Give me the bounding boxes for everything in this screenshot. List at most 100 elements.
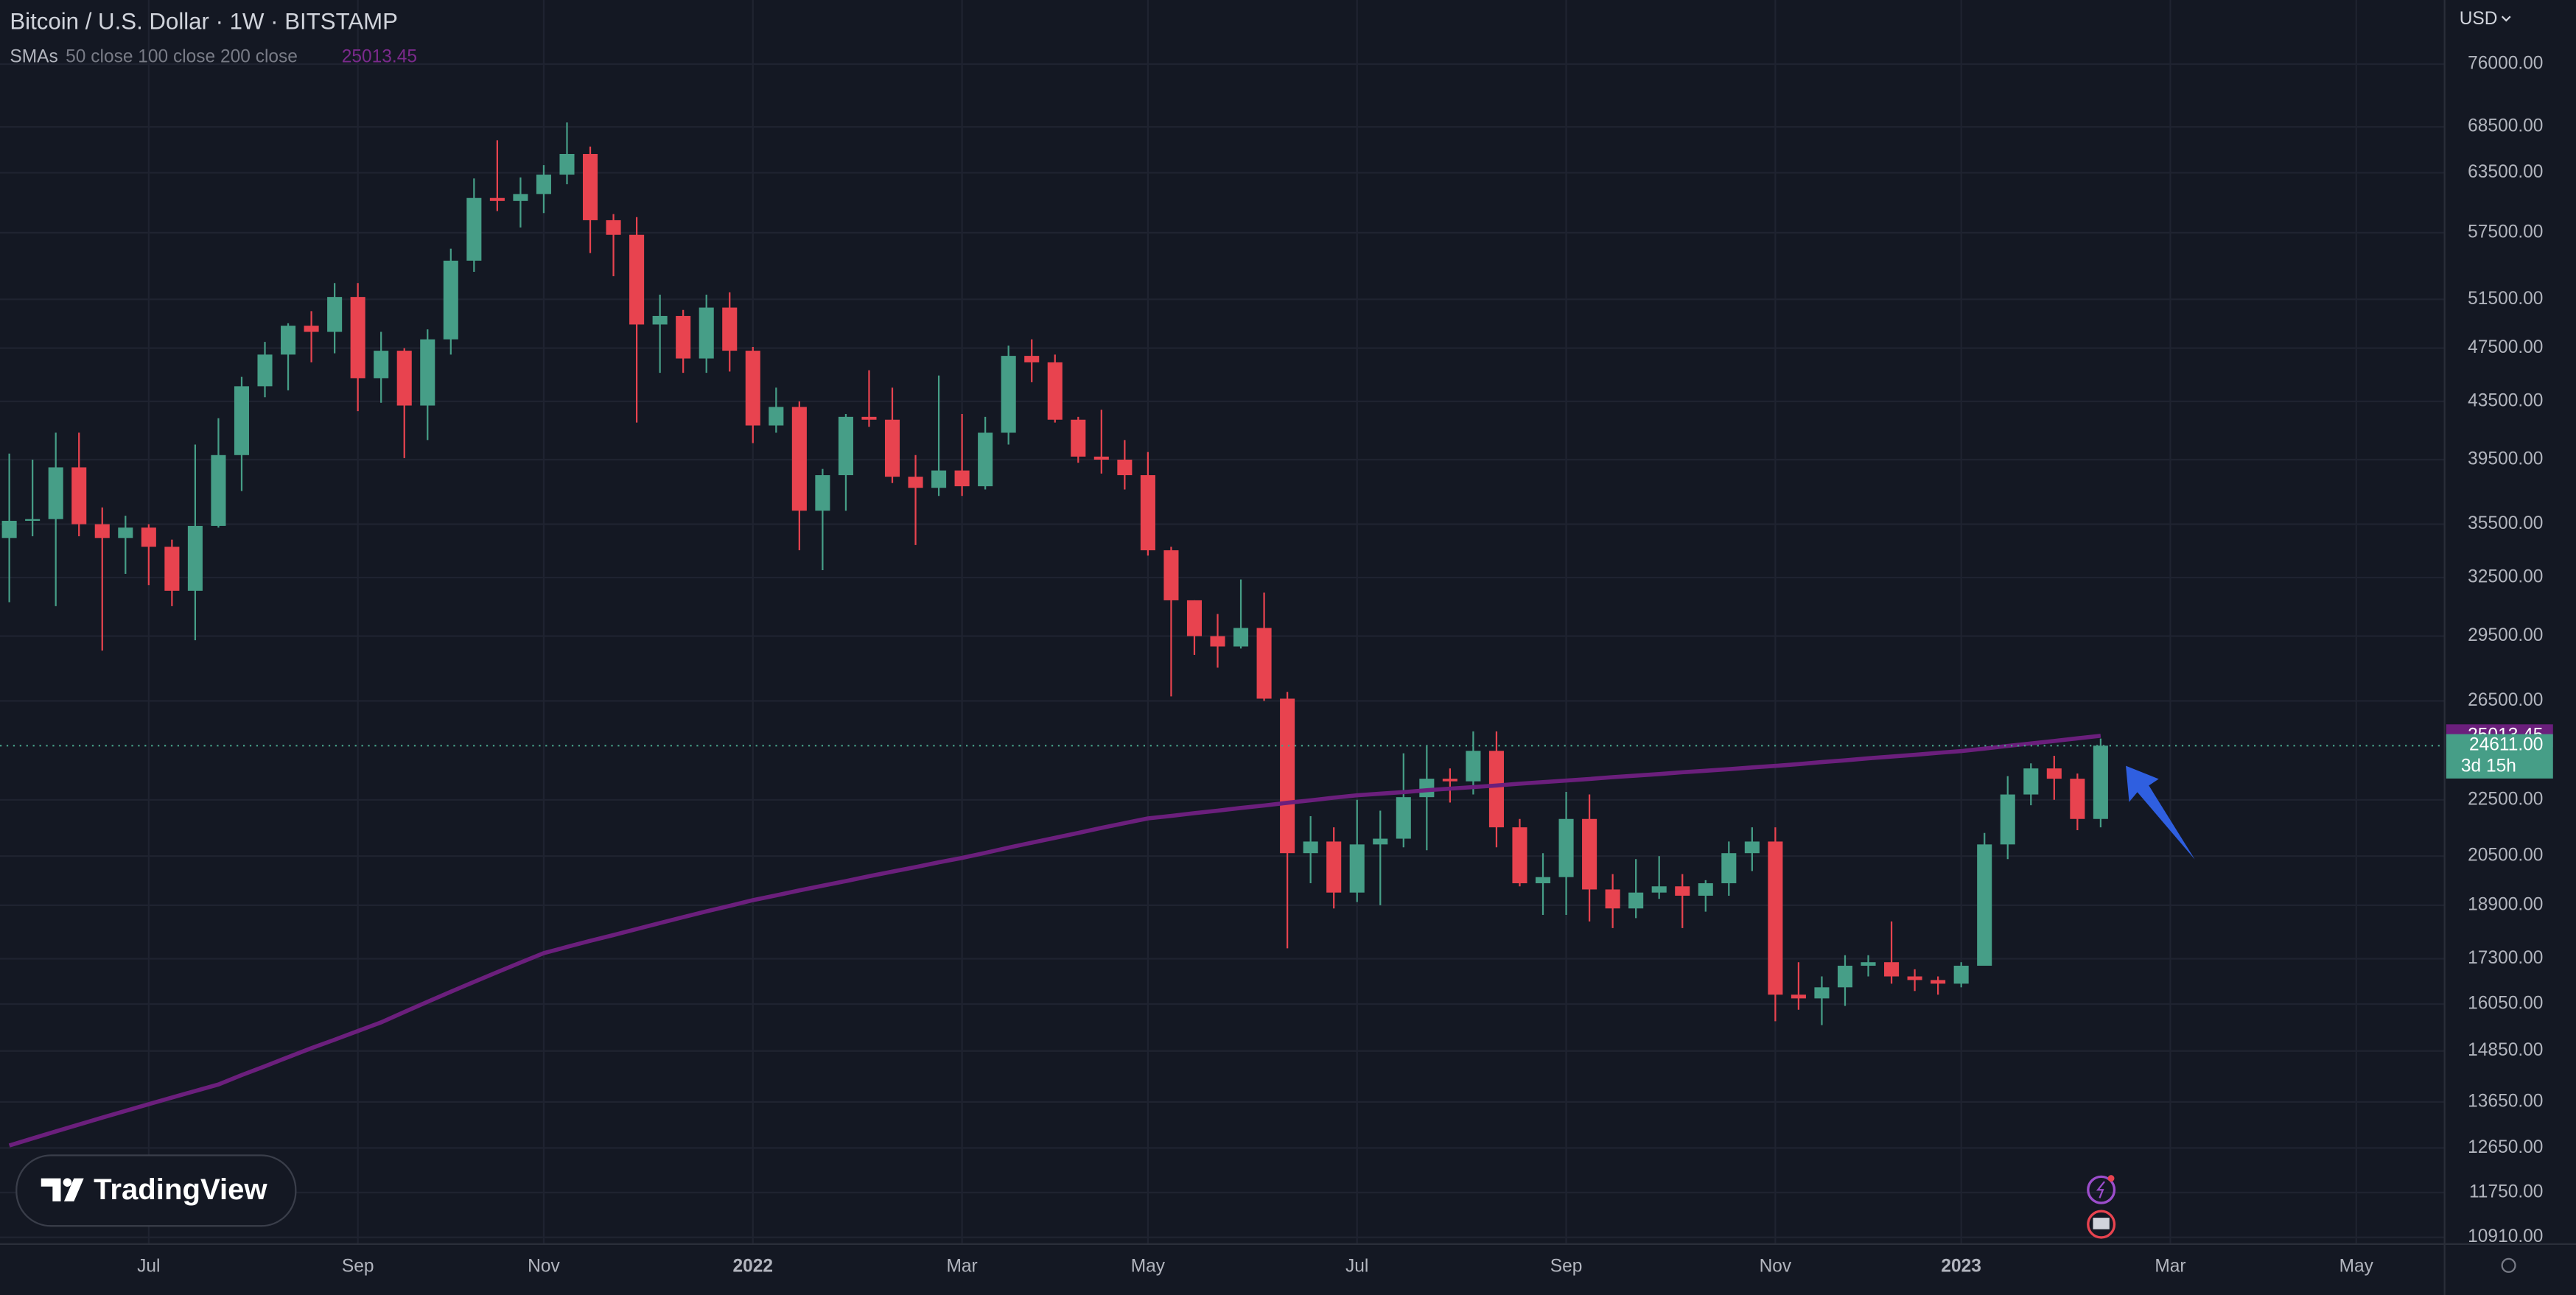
- settings-icon[interactable]: [2501, 1257, 2516, 1273]
- candle-body: [281, 326, 296, 355]
- x-tick-label: Nov: [528, 1257, 560, 1277]
- candle: [1768, 827, 1783, 1022]
- x-tick-label: 2023: [1941, 1257, 1981, 1277]
- candle-body: [1373, 838, 1388, 845]
- candle-body: [187, 525, 203, 591]
- candle-body: [94, 524, 110, 538]
- candle-body: [978, 432, 993, 487]
- x-tick-label: Sep: [342, 1257, 374, 1277]
- candle-body: [350, 297, 365, 379]
- candle: [838, 414, 853, 511]
- candle-body: [1280, 698, 1295, 854]
- logo-badge[interactable]: [15, 1154, 297, 1227]
- candle: [1186, 600, 1203, 655]
- candle-body: [1047, 362, 1063, 420]
- y-tick-label: 29500.00: [2468, 625, 2543, 645]
- currency-caret[interactable]: [2501, 15, 2511, 22]
- candle: [1675, 874, 1690, 928]
- candle-body: [1628, 892, 1644, 909]
- indicator-params: 50 close 100 close 200 close: [66, 47, 298, 67]
- candle: [1512, 818, 1527, 887]
- candle: [327, 283, 343, 354]
- y-tick-label: 14850.00: [2468, 1040, 2543, 1060]
- candle-body: [1861, 962, 1876, 966]
- y-tick-label: 12650.00: [2468, 1137, 2543, 1157]
- candle-body: [1396, 797, 1411, 839]
- candle-body: [2023, 768, 2039, 795]
- candle: [71, 432, 87, 536]
- candle-body: [1326, 841, 1342, 893]
- candle: [489, 140, 505, 211]
- candle: [676, 309, 691, 373]
- candle: [164, 539, 180, 606]
- candle: [1442, 768, 1457, 803]
- brand-logo[interactable]: TradingView: [15, 1154, 297, 1227]
- candle-body: [211, 455, 226, 526]
- candle: [1605, 874, 1620, 928]
- candle-body: [931, 470, 947, 488]
- candle: [141, 524, 156, 586]
- y-tick-label: 47500.00: [2468, 337, 2543, 357]
- candle-body: [2093, 745, 2108, 819]
- candle: [374, 331, 389, 403]
- candle: [396, 348, 412, 458]
- candle: [187, 444, 203, 641]
- candle-body: [769, 407, 784, 426]
- candle: [745, 346, 760, 443]
- currency-selector[interactable]: USD: [2460, 9, 2498, 29]
- candle-body: [1210, 636, 1225, 647]
- candle-body: [1791, 994, 1806, 999]
- candle: [699, 294, 714, 373]
- candle-body: [1744, 841, 1760, 854]
- candle-body: [1884, 962, 1900, 977]
- candle-body: [1721, 853, 1737, 884]
- candle: [1303, 815, 1318, 884]
- logo-text: TradingView: [94, 1173, 267, 1206]
- candle-body: [1466, 751, 1481, 782]
- candle-body: [420, 339, 435, 406]
- candle: [2000, 776, 2015, 860]
- marks: [0, 122, 2445, 1148]
- candle: [257, 342, 273, 398]
- candle: [1931, 976, 1946, 995]
- candle-body: [71, 467, 87, 524]
- candle-body: [1582, 818, 1597, 890]
- event-icon[interactable]: [2087, 1175, 2116, 1204]
- candle-body: [722, 307, 738, 351]
- candle-body: [699, 307, 714, 359]
- candle-body: [1535, 877, 1551, 884]
- y-tick-label: 11750.00: [2469, 1182, 2543, 1201]
- candle-body: [513, 194, 528, 201]
- candle: [931, 375, 947, 496]
- candle-body: [1953, 966, 1969, 984]
- candle: [304, 311, 319, 362]
- candle-body: [118, 527, 133, 538]
- candle-body: [141, 527, 156, 547]
- candle: [1001, 345, 1016, 445]
- candle-body: [1256, 628, 1272, 699]
- candle-body: [791, 407, 807, 511]
- price-countdown: 3d 15h: [2461, 757, 2516, 776]
- candle: [1977, 832, 1992, 966]
- y-tick-label: 13650.00: [2468, 1091, 2543, 1111]
- candle-body: [559, 154, 575, 175]
- candle: [443, 248, 458, 355]
- y-tick-label: 35500.00: [2468, 513, 2543, 533]
- candle: [118, 516, 133, 575]
- y-tick-label: 43500.00: [2468, 390, 2543, 410]
- candle: [1256, 592, 1272, 701]
- candle-body: [1814, 987, 1830, 999]
- candle-body: [304, 326, 319, 332]
- candle: [2046, 756, 2062, 800]
- candle-body: [954, 470, 970, 487]
- y-tick-label: 57500.00: [2468, 222, 2543, 242]
- candle-body: [582, 154, 598, 220]
- y-tick-label: 39500.00: [2468, 449, 2543, 468]
- candle-body: [327, 297, 343, 332]
- candle-body: [1768, 841, 1783, 995]
- y-tick-label: 17300.00: [2468, 948, 2543, 968]
- y-tick-label: 26500.00: [2468, 690, 2543, 710]
- candle: [1791, 962, 1806, 1010]
- candle: [791, 401, 807, 551]
